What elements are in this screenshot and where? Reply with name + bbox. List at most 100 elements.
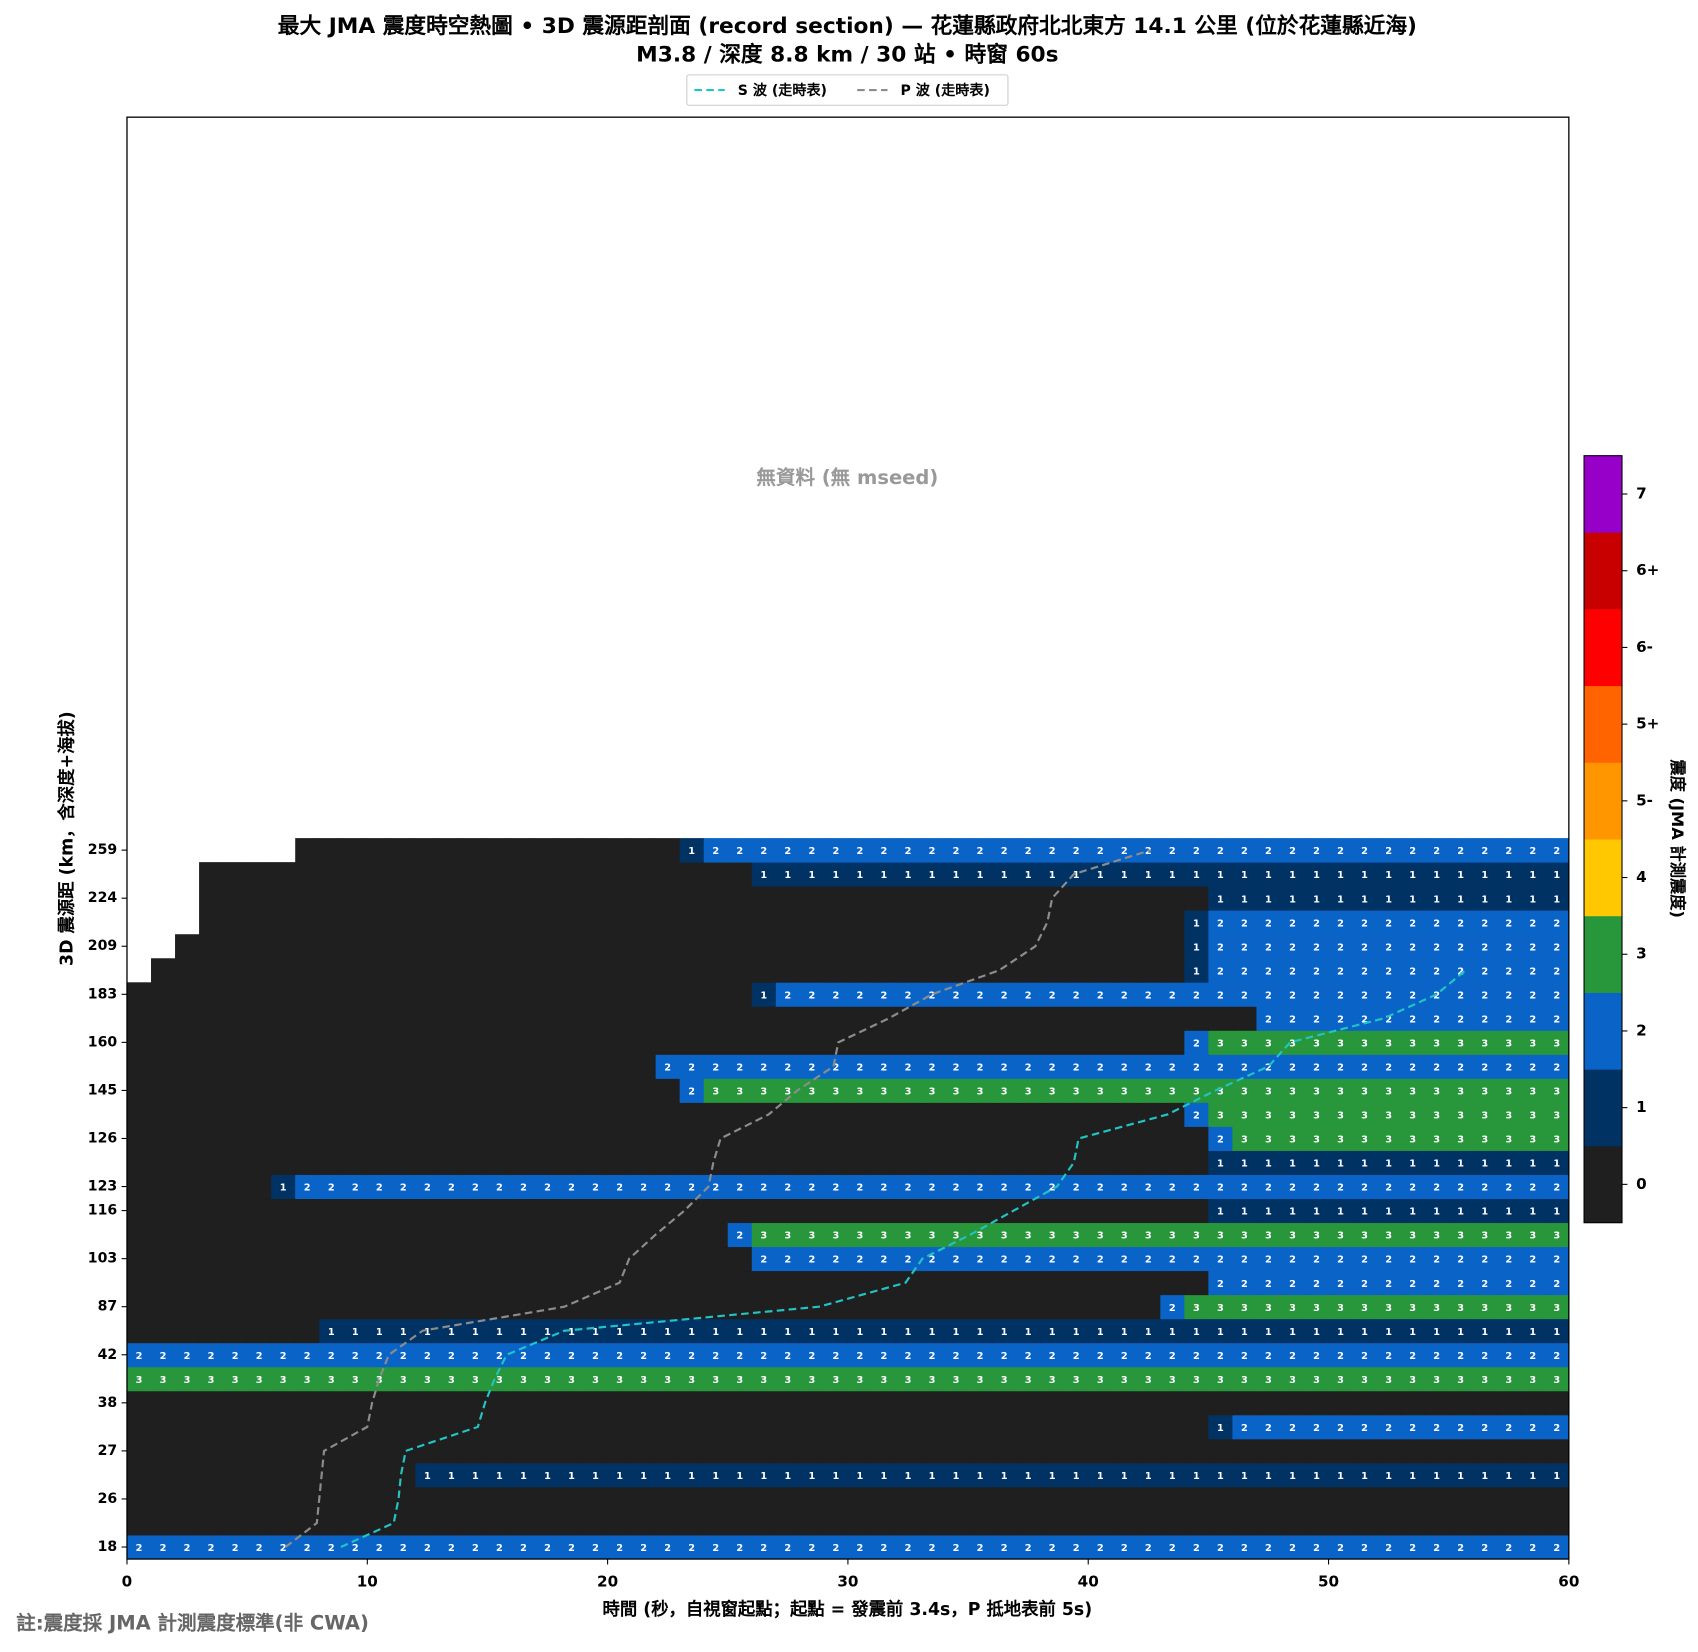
heatmap-cell (126, 1030, 152, 1055)
heatmap-cell (487, 910, 512, 935)
heatmap-cell (631, 1414, 657, 1440)
cell-label: 1 (1121, 1327, 1128, 1338)
heatmap-cell (1424, 1102, 1450, 1127)
heatmap-cell (920, 1318, 945, 1344)
heatmap-cell (1472, 1462, 1498, 1488)
heatmap-cell (847, 1078, 873, 1103)
heatmap-cell (823, 1342, 849, 1368)
heatmap-cell (175, 1150, 200, 1175)
heatmap-cell (1208, 862, 1233, 887)
heatmap-cell (823, 934, 849, 959)
cell-label: 2 (1433, 966, 1440, 977)
cell-label: 2 (1025, 1183, 1032, 1194)
cell-label: 2 (1433, 1014, 1440, 1025)
heatmap-cell (295, 1486, 320, 1512)
cell-label: 2 (1337, 966, 1344, 977)
cell-label: 2 (160, 1543, 167, 1554)
cell-label: 1 (1433, 1207, 1440, 1218)
heatmap-cell (1448, 1390, 1474, 1416)
heatmap-cell (1136, 1510, 1161, 1536)
cell-label: 2 (808, 1543, 815, 1554)
heatmap-cell (1400, 1006, 1426, 1031)
heatmap-cell (1112, 1414, 1137, 1440)
heatmap-cell (895, 1174, 921, 1200)
heatmap-cell (1400, 862, 1426, 887)
heatmap-cell (847, 1438, 873, 1464)
heatmap-cell (727, 910, 753, 935)
cell-label: 2 (1265, 918, 1272, 929)
heatmap-cell (1400, 910, 1426, 935)
heatmap-cell (247, 1150, 272, 1175)
cell-label: 2 (1361, 1255, 1368, 1266)
heatmap-cell (1064, 1294, 1089, 1320)
heatmap-cell (631, 1438, 657, 1464)
heatmap-cell (1304, 1126, 1329, 1151)
heatmap-cell (823, 1078, 849, 1103)
heatmap-cell (751, 1318, 777, 1344)
cell-label: 1 (1337, 1207, 1344, 1218)
cell-label: 2 (712, 846, 719, 857)
heatmap-cell (703, 1510, 729, 1536)
heatmap-cell (223, 1270, 248, 1296)
heatmap-cell (487, 1294, 512, 1320)
heatmap-cell (583, 934, 609, 959)
cell-label: 3 (1457, 1087, 1464, 1098)
heatmap-cell (1448, 1414, 1474, 1440)
heatmap-cell (920, 1294, 945, 1320)
heatmap-cell (703, 1342, 729, 1368)
heatmap-cell (751, 1366, 777, 1392)
cell-label: 2 (1313, 966, 1320, 977)
heatmap-cell (1544, 1462, 1570, 1488)
cell-label: 1 (1241, 1159, 1248, 1170)
heatmap-cell (295, 1222, 320, 1248)
cell-label: 2 (736, 1543, 743, 1554)
heatmap-cell (247, 910, 272, 935)
heatmap-cell (992, 862, 1017, 887)
cell-label: 3 (1337, 1303, 1344, 1314)
cell-label: 2 (1337, 1351, 1344, 1362)
heatmap-cell (1544, 934, 1570, 959)
cell-label: 2 (1409, 1543, 1416, 1554)
heatmap-cell (511, 958, 536, 983)
heatmap-cell (319, 1414, 344, 1440)
heatmap-cell (1112, 1006, 1137, 1031)
heatmap-cell (1040, 1174, 1065, 1200)
heatmap-cell (1160, 1270, 1185, 1296)
heatmap-cell (295, 1198, 320, 1224)
cell-label: 2 (1025, 1255, 1032, 1266)
heatmap-cell (295, 958, 320, 983)
heatmap-cell (895, 1462, 921, 1488)
cell-label: 2 (1073, 990, 1080, 1001)
cell-label: 1 (1553, 870, 1560, 881)
heatmap-cell (920, 1438, 945, 1464)
heatmap-cell (487, 1054, 512, 1079)
heatmap-cell (199, 1078, 224, 1103)
heatmap-cell (1208, 1366, 1233, 1392)
heatmap-cell (1352, 910, 1378, 935)
heatmap-cell (1184, 1438, 1209, 1464)
legend-box (686, 74, 1009, 106)
heatmap-cell (1496, 1006, 1522, 1031)
heatmap-cell (1424, 1246, 1450, 1272)
heatmap-cell (583, 1318, 609, 1344)
heatmap-cell (655, 1342, 681, 1368)
heatmap-cell (391, 1102, 416, 1127)
heatmap-cell (1136, 1318, 1161, 1344)
heatmap-cell (751, 958, 777, 983)
heatmap-cell (751, 1222, 777, 1248)
heatmap-cell (655, 1270, 681, 1296)
heatmap-cell (895, 1126, 921, 1151)
heatmap-cell (631, 1198, 657, 1224)
cell-label: 2 (1001, 1543, 1008, 1554)
heatmap-cell (1304, 1342, 1329, 1368)
heatmap-cell (559, 1198, 585, 1224)
heatmap-cell (1496, 1535, 1522, 1560)
heatmap-cell (655, 958, 681, 983)
heatmap-cell (1400, 1462, 1426, 1488)
cell-label: 2 (1145, 1183, 1152, 1194)
colorbar-segment (1584, 839, 1623, 917)
heatmap-cell (1376, 1510, 1402, 1536)
heatmap-cell (1184, 1462, 1209, 1488)
heatmap-cell (1136, 1006, 1161, 1031)
heatmap-cell (439, 1318, 464, 1344)
